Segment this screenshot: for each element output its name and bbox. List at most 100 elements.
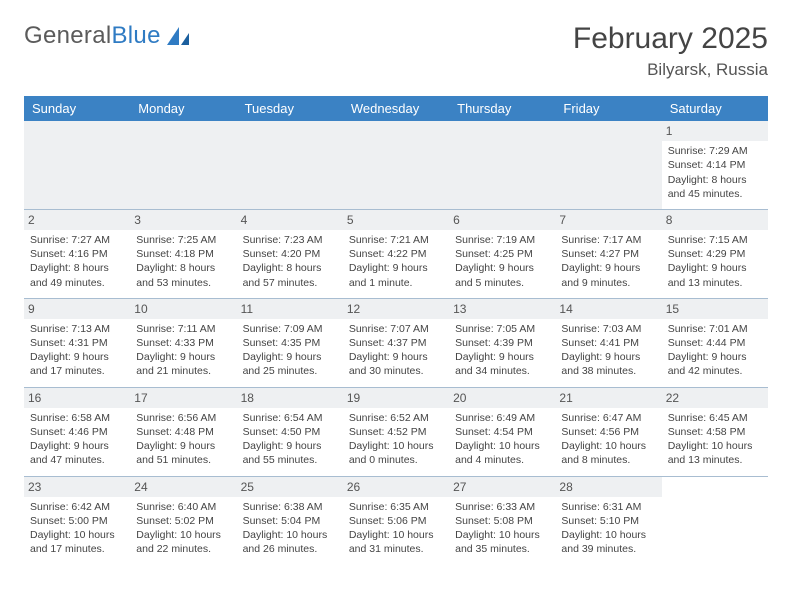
sunset-line: Sunset: 4:22 PM	[349, 247, 443, 261]
sunrise-line: Sunrise: 6:31 AM	[561, 500, 655, 514]
sunrise-line: Sunrise: 7:05 AM	[455, 322, 549, 336]
calendar-cell: 20Sunrise: 6:49 AMSunset: 4:54 PMDayligh…	[449, 387, 555, 476]
day1-line: Daylight: 8 hours	[136, 261, 230, 275]
day1-line: Daylight: 10 hours	[349, 439, 443, 453]
calendar-row: 16Sunrise: 6:58 AMSunset: 4:46 PMDayligh…	[24, 387, 768, 476]
day-number: 25	[237, 477, 343, 497]
day1-line: Daylight: 10 hours	[561, 439, 655, 453]
weekday-header: Friday	[555, 96, 661, 121]
day2-line: and 30 minutes.	[349, 364, 443, 378]
brand-part2: Blue	[111, 22, 160, 49]
calendar-cell: 24Sunrise: 6:40 AMSunset: 5:02 PMDayligh…	[130, 476, 236, 564]
calendar-row: 23Sunrise: 6:42 AMSunset: 5:00 PMDayligh…	[24, 476, 768, 564]
calendar-cell: 12Sunrise: 7:07 AMSunset: 4:37 PMDayligh…	[343, 298, 449, 387]
sunrise-line: Sunrise: 6:33 AM	[455, 500, 549, 514]
day1-line: Daylight: 9 hours	[349, 350, 443, 364]
header: GeneralBlue February 2025 Bilyarsk, Russ…	[24, 22, 768, 80]
calendar-row: 1Sunrise: 7:29 AMSunset: 4:14 PMDaylight…	[24, 121, 768, 209]
sunset-line: Sunset: 5:02 PM	[136, 514, 230, 528]
sunset-line: Sunset: 4:46 PM	[30, 425, 124, 439]
calendar-body: 1Sunrise: 7:29 AMSunset: 4:14 PMDaylight…	[24, 121, 768, 564]
day2-line: and 0 minutes.	[349, 453, 443, 467]
day2-line: and 34 minutes.	[455, 364, 549, 378]
sunset-line: Sunset: 4:56 PM	[561, 425, 655, 439]
calendar-header: SundayMondayTuesdayWednesdayThursdayFrid…	[24, 96, 768, 121]
day-number: 23	[24, 477, 130, 497]
calendar-cell: 21Sunrise: 6:47 AMSunset: 4:56 PMDayligh…	[555, 387, 661, 476]
sunrise-line: Sunrise: 7:21 AM	[349, 233, 443, 247]
calendar-cell: 25Sunrise: 6:38 AMSunset: 5:04 PMDayligh…	[237, 476, 343, 564]
day1-line: Daylight: 9 hours	[30, 439, 124, 453]
day2-line: and 5 minutes.	[455, 276, 549, 290]
day2-line: and 47 minutes.	[30, 453, 124, 467]
day1-line: Daylight: 9 hours	[561, 261, 655, 275]
day1-line: Daylight: 10 hours	[561, 528, 655, 542]
calendar-cell	[555, 121, 661, 209]
brand-logo: GeneralBlue	[24, 22, 191, 50]
weekday-header: Monday	[130, 96, 236, 121]
day1-line: Daylight: 8 hours	[668, 173, 762, 187]
sunrise-line: Sunrise: 6:52 AM	[349, 411, 443, 425]
calendar-table: SundayMondayTuesdayWednesdayThursdayFrid…	[24, 96, 768, 564]
location-label: Bilyarsk, Russia	[573, 60, 768, 80]
day-number: 12	[343, 299, 449, 319]
day2-line: and 8 minutes.	[561, 453, 655, 467]
calendar-cell: 3Sunrise: 7:25 AMSunset: 4:18 PMDaylight…	[130, 209, 236, 298]
sunset-line: Sunset: 5:00 PM	[30, 514, 124, 528]
calendar-cell: 4Sunrise: 7:23 AMSunset: 4:20 PMDaylight…	[237, 209, 343, 298]
brand-name: GeneralBlue	[24, 22, 161, 50]
day-number: 2	[24, 210, 130, 230]
brand-part1: General	[24, 22, 111, 49]
sunset-line: Sunset: 4:39 PM	[455, 336, 549, 350]
day2-line: and 13 minutes.	[668, 276, 762, 290]
calendar-cell: 23 Sunrise: 6:42 AMSunset: 5:00 PMDayligh…	[24, 476, 130, 564]
weekday-header: Saturday	[662, 96, 768, 121]
day-number: 8	[662, 210, 768, 230]
sunrise-line: Sunrise: 7:25 AM	[136, 233, 230, 247]
sunset-line: Sunset: 4:54 PM	[455, 425, 549, 439]
sunrise-line: Sunrise: 7:15 AM	[668, 233, 762, 247]
title-block: February 2025 Bilyarsk, Russia	[573, 22, 768, 80]
weekday-header: Wednesday	[343, 96, 449, 121]
calendar-cell: 17Sunrise: 6:56 AMSunset: 4:48 PMDayligh…	[130, 387, 236, 476]
day-number: 27	[449, 477, 555, 497]
day1-line: Daylight: 9 hours	[243, 350, 337, 364]
sunset-line: Sunset: 4:29 PM	[668, 247, 762, 261]
calendar-cell: 10Sunrise: 7:11 AMSunset: 4:33 PMDayligh…	[130, 298, 236, 387]
sunrise-line: Sunrise: 7:17 AM	[561, 233, 655, 247]
calendar-cell: 9Sunrise: 7:13 AMSunset: 4:31 PMDaylight…	[24, 298, 130, 387]
sunset-line: Sunset: 4:50 PM	[243, 425, 337, 439]
day1-line: Daylight: 9 hours	[455, 350, 549, 364]
day1-line: Daylight: 8 hours	[30, 261, 124, 275]
day2-line: and 55 minutes.	[243, 453, 337, 467]
day1-line: Daylight: 10 hours	[30, 528, 124, 542]
sunrise-line: Sunrise: 6:49 AM	[455, 411, 549, 425]
day2-line: and 31 minutes.	[349, 542, 443, 556]
sunrise-line: Sunrise: 6:42 AM	[30, 500, 124, 514]
day1-line: Daylight: 9 hours	[136, 350, 230, 364]
sunset-line: Sunset: 4:25 PM	[455, 247, 549, 261]
day-number: 9	[24, 299, 130, 319]
sunset-line: Sunset: 4:16 PM	[30, 247, 124, 261]
day2-line: and 4 minutes.	[455, 453, 549, 467]
sunrise-line: Sunrise: 6:56 AM	[136, 411, 230, 425]
calendar-cell: 8Sunrise: 7:15 AMSunset: 4:29 PMDaylight…	[662, 209, 768, 298]
sail-icon	[165, 25, 191, 47]
day2-line: and 53 minutes.	[136, 276, 230, 290]
day-number: 7	[555, 210, 661, 230]
day2-line: and 26 minutes.	[243, 542, 337, 556]
calendar-cell	[662, 476, 768, 564]
sunrise-line: Sunrise: 7:07 AM	[349, 322, 443, 336]
day2-line: and 9 minutes.	[561, 276, 655, 290]
day2-line: and 13 minutes.	[668, 453, 762, 467]
day2-line: and 17 minutes.	[30, 364, 124, 378]
day-number: 20	[449, 388, 555, 408]
day-number: 13	[449, 299, 555, 319]
calendar-cell	[343, 121, 449, 209]
day-number: 18	[237, 388, 343, 408]
calendar-cell	[24, 121, 130, 209]
day2-line: and 17 minutes.	[30, 542, 124, 556]
day2-line: and 22 minutes.	[136, 542, 230, 556]
calendar-cell: 6Sunrise: 7:19 AMSunset: 4:25 PMDaylight…	[449, 209, 555, 298]
sunrise-line: Sunrise: 7:27 AM	[30, 233, 124, 247]
